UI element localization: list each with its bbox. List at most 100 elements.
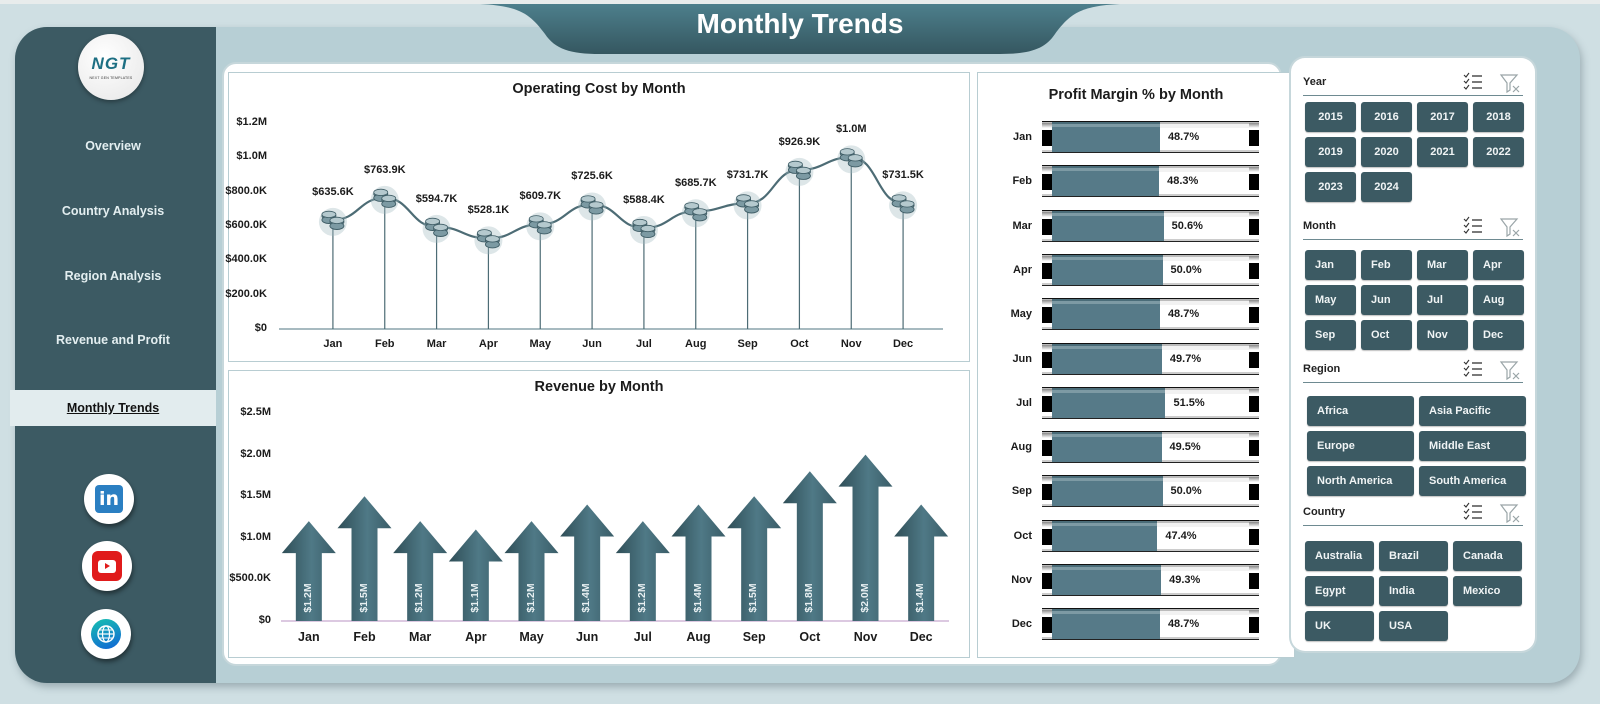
- data-label: $1.5M: [357, 583, 370, 613]
- clear-filter-icon[interactable]: [1499, 502, 1521, 524]
- month-option-jun[interactable]: Jun: [1361, 285, 1412, 315]
- x-axis-tick: Apr: [478, 338, 498, 350]
- linkedin-button[interactable]: in: [84, 474, 134, 524]
- month-option-may[interactable]: May: [1305, 285, 1356, 315]
- year-option-2019[interactable]: 2019: [1305, 137, 1356, 167]
- year-option-2023[interactable]: 2023: [1305, 172, 1356, 202]
- clear-filter-icon[interactable]: [1499, 359, 1521, 381]
- y-axis-tick: $1.0M: [236, 150, 267, 163]
- margin-value: 48.7%: [1167, 308, 1200, 321]
- month-option-dec[interactable]: Dec: [1473, 320, 1524, 350]
- month-option-jan[interactable]: Jan: [1305, 250, 1356, 280]
- sidebar-item-monthly-trends[interactable]: Monthly Trends: [10, 390, 216, 426]
- month-option-mar[interactable]: Mar: [1417, 250, 1468, 280]
- country-option-uk[interactable]: UK: [1305, 611, 1374, 641]
- track-cap: [1249, 300, 1259, 306]
- data-label: $1.0M: [835, 123, 867, 136]
- revenue-arrow-bar: [671, 504, 726, 621]
- youtube-icon: [92, 551, 122, 581]
- year-option-2017[interactable]: 2017: [1417, 102, 1468, 132]
- sidebar-item-label: Country Analysis: [61, 204, 165, 218]
- year-option-2015[interactable]: 2015: [1305, 102, 1356, 132]
- country-option-canada[interactable]: Canada: [1453, 541, 1522, 571]
- website-button[interactable]: [81, 609, 131, 659]
- sidebar-item-country-analysis[interactable]: Country Analysis: [10, 193, 216, 229]
- region-option-europe[interactable]: Europe: [1307, 431, 1414, 461]
- chart-title: Revenue by Month: [534, 379, 664, 395]
- revenue-plot: [281, 454, 949, 622]
- margin-track: 47.4%: [1042, 519, 1259, 554]
- sidebar-item-region-analysis[interactable]: Region Analysis: [10, 258, 216, 294]
- year-option-2020[interactable]: 2020: [1361, 137, 1412, 167]
- country-option-egypt[interactable]: Egypt: [1305, 576, 1374, 606]
- country-option-mexico[interactable]: Mexico: [1453, 576, 1522, 606]
- sidebar-item-revenue-and-profit[interactable]: Revenue and Profit: [10, 322, 216, 358]
- track-cap: [1042, 123, 1052, 128]
- data-label: $1.2M: [635, 583, 648, 613]
- year-option-2024[interactable]: 2024: [1361, 172, 1412, 202]
- margin-value: 51.5%: [1173, 396, 1205, 409]
- month-option-feb[interactable]: Feb: [1361, 250, 1412, 280]
- year-option-2016[interactable]: 2016: [1361, 102, 1412, 132]
- month-option-aug[interactable]: Aug: [1473, 285, 1524, 315]
- country-option-india[interactable]: India: [1379, 576, 1448, 606]
- month-label: Jan: [1013, 131, 1032, 143]
- region-option-africa[interactable]: Africa: [1307, 396, 1414, 426]
- track-cap: [1042, 174, 1052, 191]
- month-option-sep[interactable]: Sep: [1305, 320, 1356, 350]
- multi-select-icon[interactable]: [1463, 72, 1483, 92]
- margin-track: 49.3%: [1042, 564, 1259, 598]
- track-cap: [1042, 610, 1052, 616]
- country-option-brazil[interactable]: Brazil: [1379, 541, 1448, 571]
- track-cap: [1249, 123, 1259, 128]
- logo-subtext: NEXT GEN TEMPLATES: [89, 76, 133, 80]
- profit-margin-row: Mar 50.6%: [978, 209, 1294, 250]
- region-option-middle-east[interactable]: Middle East: [1419, 431, 1526, 461]
- clear-filter-icon[interactable]: [1499, 72, 1521, 94]
- month-label: Jul: [1016, 396, 1032, 409]
- year-option-2018[interactable]: 2018: [1473, 102, 1524, 132]
- month-label: Nov: [1011, 574, 1032, 586]
- coin-stack-icon: [837, 145, 866, 174]
- sidebar-item-label: Region Analysis: [64, 269, 162, 283]
- sidebar-item-overview[interactable]: Overview: [10, 128, 216, 164]
- month-label: Aug: [1010, 441, 1032, 454]
- month-label: Oct: [1013, 529, 1032, 542]
- month-option-nov[interactable]: Nov: [1417, 320, 1468, 350]
- track-cap: [1042, 440, 1052, 457]
- revenue-arrow-bar: [727, 496, 782, 621]
- multi-select-icon[interactable]: [1463, 502, 1483, 522]
- x-axis-tick: Jun: [576, 630, 599, 644]
- youtube-button[interactable]: [82, 541, 132, 591]
- month-option-apr[interactable]: Apr: [1473, 250, 1524, 280]
- track-cap: [1249, 167, 1259, 173]
- multi-select-icon[interactable]: [1463, 359, 1483, 379]
- region-option-asia-pacific[interactable]: Asia Pacific: [1419, 396, 1526, 426]
- margin-track: 51.5%: [1042, 386, 1259, 421]
- coin-stack-icon: [318, 207, 347, 236]
- year-option-2022[interactable]: 2022: [1473, 137, 1524, 167]
- x-axis-tick: Feb: [353, 630, 376, 644]
- x-axis-tick: Jan: [323, 338, 343, 350]
- margin-track: 48.7%: [1042, 121, 1259, 155]
- track-cap: [1249, 566, 1259, 571]
- data-label: $685.7K: [674, 177, 717, 190]
- profit-margin-row: Feb 48.3%: [978, 165, 1294, 205]
- x-axis-tick: Aug: [686, 630, 711, 644]
- y-axis-tick: $2.5M: [240, 406, 271, 418]
- region-option-south-america[interactable]: South America: [1419, 466, 1526, 496]
- month-option-jul[interactable]: Jul: [1417, 285, 1468, 315]
- country-option-usa[interactable]: USA: [1379, 611, 1448, 641]
- logo-text: NGT: [91, 54, 131, 73]
- y-axis-tick: $0: [258, 614, 271, 626]
- x-axis-tick: Dec: [892, 338, 914, 350]
- coin-stack-icon: [681, 199, 710, 228]
- country-option-australia[interactable]: Australia: [1305, 541, 1374, 571]
- coin-stack-icon: [733, 191, 762, 220]
- clear-filter-icon[interactable]: [1499, 216, 1521, 238]
- data-label: $2.0M: [858, 583, 871, 613]
- multi-select-icon[interactable]: [1463, 216, 1483, 236]
- region-option-north-america[interactable]: North America: [1307, 466, 1414, 496]
- year-option-2021[interactable]: 2021: [1417, 137, 1468, 167]
- month-option-oct[interactable]: Oct: [1361, 320, 1412, 350]
